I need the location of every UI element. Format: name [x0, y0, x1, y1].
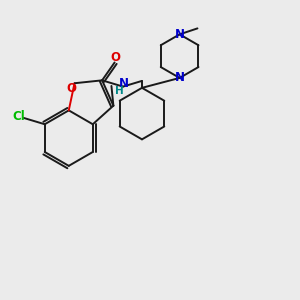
Text: N: N — [119, 77, 129, 90]
Text: O: O — [67, 82, 76, 95]
Text: O: O — [111, 51, 121, 64]
Text: N: N — [175, 28, 184, 41]
Text: H: H — [115, 85, 123, 96]
Text: Cl: Cl — [13, 110, 25, 124]
Text: N: N — [175, 71, 184, 84]
